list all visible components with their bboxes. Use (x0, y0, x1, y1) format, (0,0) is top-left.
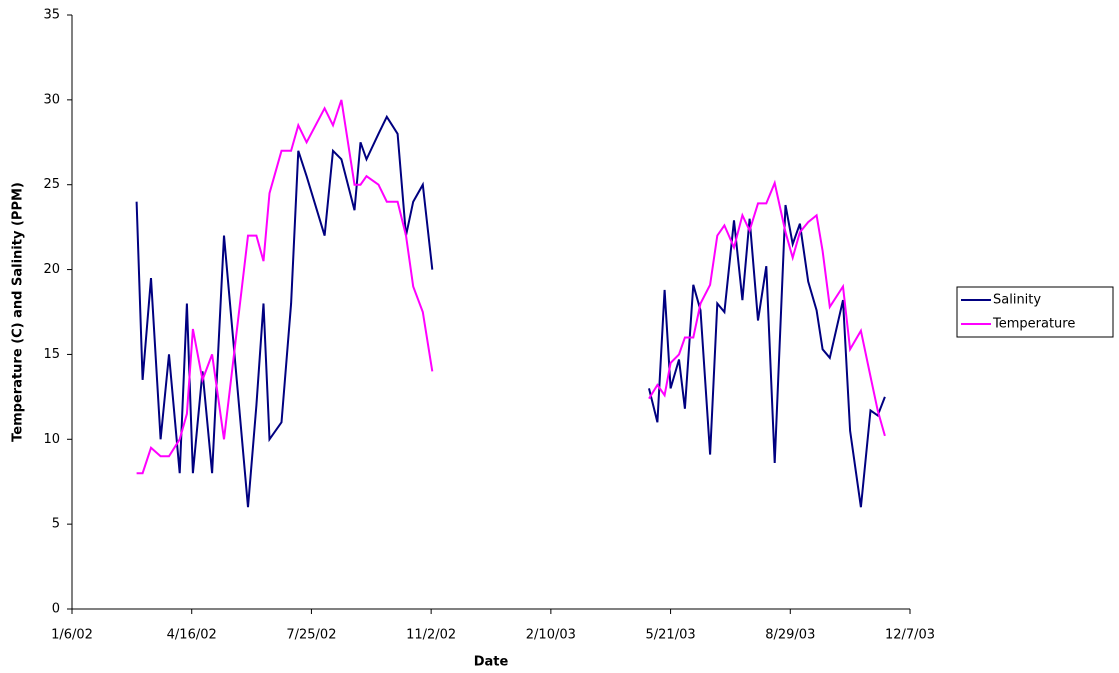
x-tick-label: 11/2/02 (406, 628, 456, 643)
series-line (136, 99, 886, 475)
y-axis-title: Temperature (C) and Salinity (PPM) (11, 182, 26, 442)
y-tick-label: 25 (43, 177, 60, 192)
legend-box (956, 286, 1114, 338)
x-axis-title: Date (474, 655, 509, 670)
y-tick-label: 30 (43, 92, 60, 107)
x-tick-label: 4/16/02 (167, 628, 217, 643)
y-tick-label: 0 (52, 602, 60, 617)
x-tick-label: 12/7/03 (885, 628, 935, 643)
series-line (135, 114, 886, 508)
x-tick-label: 5/21/03 (646, 628, 696, 643)
y-tick-label: 20 (43, 262, 60, 277)
legend-label: Temperature (992, 317, 1075, 332)
y-tick-label: 10 (43, 432, 60, 447)
y-tick-label: 35 (43, 8, 60, 23)
x-tick-label: 2/10/03 (526, 628, 576, 643)
x-tick-label: 7/25/02 (286, 628, 336, 643)
y-tick-label: 5 (52, 517, 60, 532)
y-tick-label: 15 (43, 347, 60, 362)
x-tick-label: 8/29/03 (765, 628, 815, 643)
x-tick-label: 1/6/02 (51, 628, 93, 643)
legend-label: Salinity (993, 293, 1041, 308)
